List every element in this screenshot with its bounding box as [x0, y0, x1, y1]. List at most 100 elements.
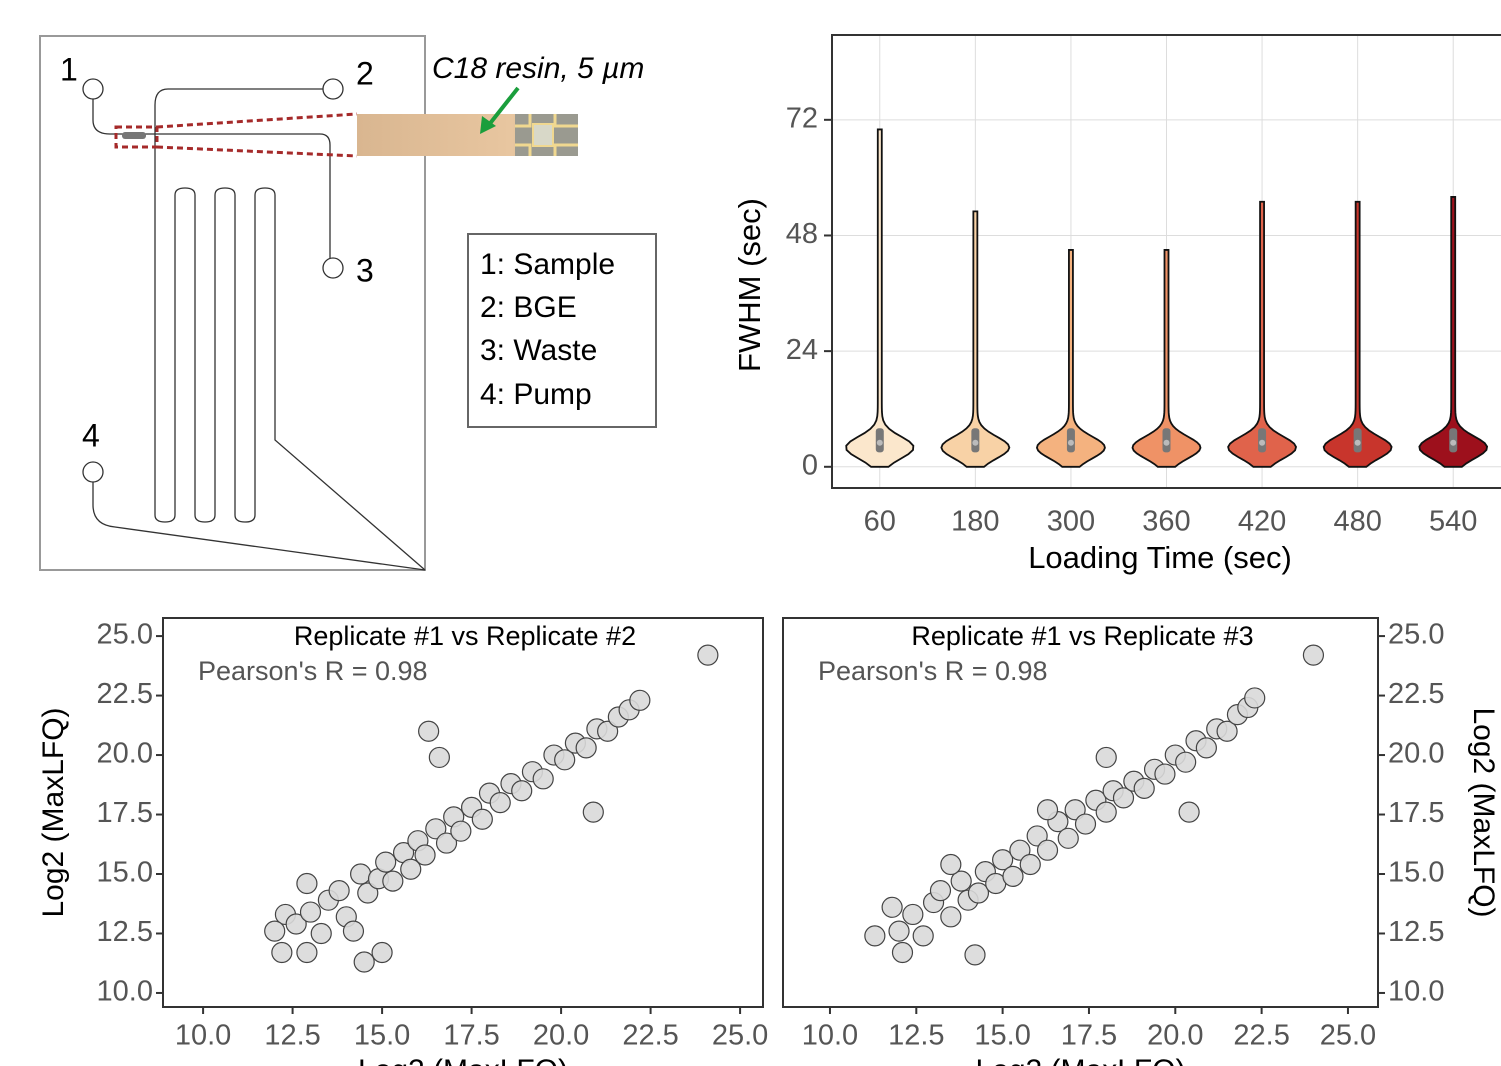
point	[1064, 799, 1086, 821]
port	[82, 461, 104, 483]
point	[296, 872, 318, 895]
y-tick-label: 0	[802, 449, 818, 481]
point	[582, 801, 604, 823]
zoom-box	[114, 125, 159, 149]
port-label: 4	[82, 417, 100, 453]
y-tick-label: 10.0	[1388, 976, 1444, 1008]
point	[1019, 853, 1041, 876]
x-tick-label: 420	[1238, 506, 1286, 538]
point	[992, 849, 1014, 871]
port	[82, 78, 104, 100]
point	[400, 858, 422, 880]
point	[1002, 865, 1024, 887]
point	[1133, 777, 1155, 799]
serpentine-channel	[154, 88, 426, 571]
point	[597, 720, 619, 742]
chip-diagram	[39, 35, 657, 571]
y-tick-label: 24	[786, 334, 818, 366]
channel	[92, 99, 331, 258]
x-tick-label: 60	[864, 506, 896, 538]
point	[357, 882, 379, 904]
zoom-lines	[156, 112, 358, 158]
point	[1036, 799, 1059, 821]
point	[264, 920, 286, 942]
micrograph-edges	[515, 114, 578, 156]
point	[1178, 801, 1200, 823]
y-tick-label: 22.5	[1388, 678, 1444, 710]
violin-median	[1067, 439, 1074, 446]
violin-median	[876, 439, 883, 446]
x-tick-label: 10.0	[802, 1020, 858, 1052]
point	[353, 951, 375, 973]
point	[435, 832, 458, 854]
violin	[940, 210, 1011, 468]
violin-median	[1450, 439, 1457, 446]
point	[940, 853, 962, 876]
y-tick-label: 20.0	[1388, 738, 1444, 770]
point	[532, 768, 554, 790]
point	[425, 818, 447, 840]
violin	[1227, 200, 1297, 468]
violin-median	[1259, 439, 1266, 446]
x-axis-label: Log2 (MaxLFQ)	[975, 1054, 1185, 1066]
point	[342, 920, 365, 942]
port	[322, 78, 344, 100]
y-tick-label: 12.5	[97, 916, 153, 948]
point	[489, 792, 511, 814]
y-tick-label: 25.0	[97, 619, 153, 651]
port	[322, 257, 344, 279]
point	[891, 941, 914, 964]
arrow	[486, 86, 520, 128]
x-tick-label: 17.5	[443, 1020, 499, 1052]
x-tick-label: 480	[1333, 506, 1381, 538]
point	[1175, 751, 1197, 773]
point	[940, 906, 962, 928]
violin	[1322, 200, 1393, 468]
violin	[1035, 249, 1106, 468]
point	[296, 941, 318, 964]
point	[1244, 687, 1266, 709]
x-tick-label: 22.5	[622, 1020, 678, 1052]
point	[864, 925, 886, 947]
arrow-head	[480, 116, 496, 134]
x-tick-label: 180	[951, 506, 999, 538]
y-tick-label: 10.0	[97, 976, 153, 1008]
port-label: 3	[356, 252, 374, 288]
y-tick-label: 15.0	[97, 857, 153, 889]
point	[1057, 827, 1079, 849]
plot-frame	[162, 617, 764, 1008]
violin-median	[972, 439, 979, 446]
point	[350, 863, 372, 885]
y-tick-label: 17.5	[1388, 797, 1444, 829]
plot-frame	[782, 617, 1379, 1008]
point	[1036, 839, 1059, 861]
point	[964, 944, 986, 966]
legend-item: 3: Waste	[480, 334, 597, 367]
point	[1009, 839, 1031, 861]
point	[1154, 763, 1176, 785]
point	[1195, 737, 1217, 759]
channel	[92, 482, 426, 571]
point	[328, 880, 350, 902]
y-axis-label: Log2 (MaxLFQ)	[1467, 707, 1500, 917]
point	[285, 913, 307, 935]
point	[888, 920, 910, 942]
point	[629, 689, 651, 711]
point	[371, 941, 393, 964]
violin	[1418, 196, 1489, 468]
x-tick-label: 22.5	[1233, 1020, 1289, 1052]
point	[881, 896, 903, 918]
point	[1095, 746, 1117, 769]
port-label: 2	[356, 55, 374, 91]
point	[554, 749, 576, 771]
x-tick-label: 17.5	[1061, 1020, 1117, 1052]
x-tick-label: 300	[1047, 506, 1095, 538]
point	[375, 851, 397, 873]
point	[1302, 644, 1325, 666]
point	[1074, 813, 1097, 835]
x-tick-label: 12.5	[888, 1020, 944, 1052]
micrograph-post	[532, 123, 554, 147]
point	[271, 941, 293, 964]
